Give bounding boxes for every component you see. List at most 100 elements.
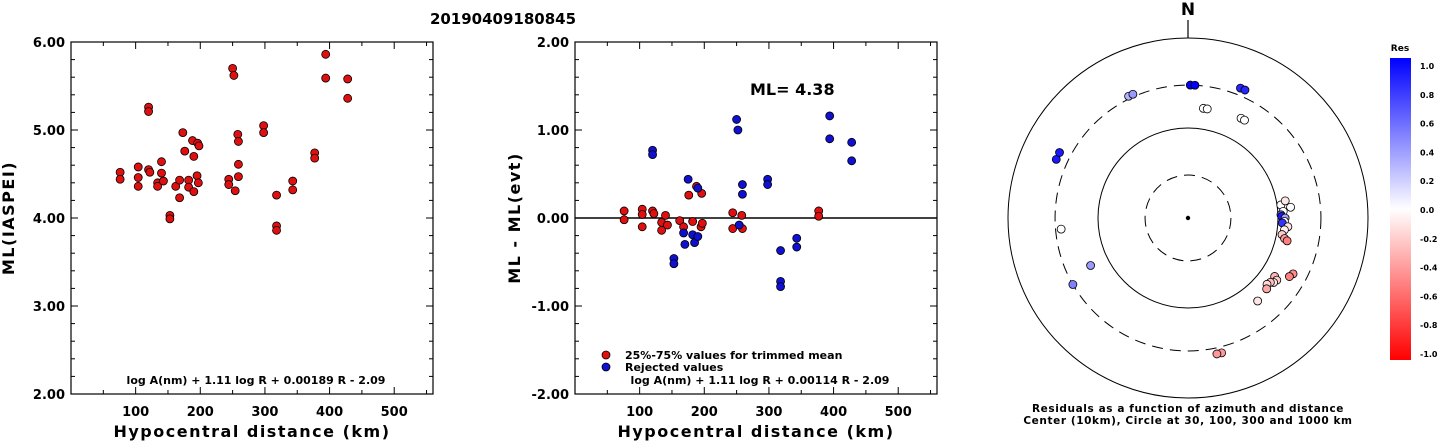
- colorbar-tick-label: -0.2: [1420, 235, 1437, 244]
- residual-plot-points: [619, 111, 857, 292]
- ml-formula: log A(nm) + 1.11 log R + 0.00189 R - 2.0…: [127, 374, 386, 387]
- trimmed-point: [619, 206, 629, 216]
- x-tick-label: 500: [885, 405, 912, 420]
- ml-plot-points: [115, 49, 353, 235]
- data-point: [194, 141, 204, 151]
- data-point: [192, 171, 202, 181]
- trimmed-point: [814, 211, 824, 221]
- data-point: [343, 93, 353, 103]
- x-tick-label: 300: [755, 405, 782, 420]
- trimmed-point: [661, 210, 670, 220]
- data-point: [115, 174, 125, 184]
- colorbar-tick-label: -0.8: [1420, 321, 1437, 330]
- rejected-point: [648, 150, 657, 160]
- x-tick-label: 400: [316, 405, 343, 420]
- data-point: [189, 187, 199, 197]
- rejected-point: [776, 246, 785, 255]
- legend-marker-trimmed: [601, 350, 611, 360]
- y-tick-label: -2.00: [532, 388, 569, 403]
- colorbar-tick-label: 0.2: [1420, 177, 1434, 186]
- figure-title: 20190409180845: [430, 10, 576, 28]
- azimuth-point: [1056, 224, 1066, 234]
- data-point: [321, 49, 331, 59]
- colorbar-tick-label: 0.6: [1420, 120, 1435, 129]
- x-tick-label: 500: [381, 405, 408, 420]
- azimuth-point: [1055, 148, 1064, 157]
- data-point: [133, 181, 143, 191]
- caption-line-1: Residuals as a function of azimuth and d…: [1032, 403, 1344, 415]
- rejected-point: [734, 220, 744, 230]
- rejected-point: [776, 282, 785, 292]
- ml-plot-ticks: 100 200 300 400 500 2.00 3.00 4.00 5.00 6.00: [33, 36, 433, 420]
- x-tick-label: 200: [187, 405, 214, 420]
- colorbar-tick-label: 0.0: [1420, 206, 1435, 215]
- y-tick-label: 3.00: [33, 300, 65, 315]
- trimmed-point: [728, 208, 738, 218]
- azimuth-point: [1190, 80, 1200, 90]
- azimuth-point: [1240, 115, 1249, 125]
- ml-event-annotation: ML= 4.38: [750, 80, 835, 99]
- azimuth-point: [1282, 236, 1292, 246]
- ring-30km: [1144, 174, 1232, 262]
- colorbar-tick-label: 0.8: [1420, 91, 1435, 100]
- rejected-point: [679, 228, 688, 238]
- data-point: [310, 153, 320, 163]
- azimuth-point: [1128, 89, 1138, 99]
- data-point: [321, 73, 331, 83]
- trimmed-point: [684, 190, 694, 200]
- y-tick-label: 6.00: [33, 36, 65, 51]
- rejected-point: [738, 180, 747, 189]
- rejected-point: [763, 180, 773, 189]
- residual-formula: log A(nm) + 1.11 log R + 0.00114 R - 2.0…: [631, 374, 890, 387]
- azimuth-point: [1286, 202, 1295, 212]
- data-point: [228, 64, 238, 73]
- rejected-point: [738, 189, 747, 199]
- north-label: N: [1181, 0, 1195, 20]
- rejected-point: [825, 134, 835, 144]
- rejected-point: [693, 232, 703, 241]
- data-point: [153, 181, 163, 191]
- rejected-point: [693, 183, 703, 193]
- ml-y-axis-label: ML(IASPEI): [0, 161, 18, 275]
- rejected-point: [680, 239, 690, 249]
- data-point: [175, 175, 185, 185]
- data-point: [144, 107, 153, 116]
- data-point: [259, 128, 269, 138]
- data-point: [193, 178, 203, 188]
- colorbar-tick-label: -1.0: [1420, 350, 1437, 359]
- x-tick-label: 200: [691, 405, 718, 420]
- data-point: [234, 137, 243, 146]
- data-point: [165, 214, 175, 224]
- data-point: [159, 176, 168, 186]
- trimmed-point: [675, 216, 685, 226]
- rejected-point: [792, 233, 802, 243]
- azimuth-point: [1262, 284, 1272, 294]
- legend-label-rejected: Rejected values: [625, 361, 724, 374]
- rejected-point: [847, 137, 857, 147]
- y-tick-label: 4.00: [33, 212, 65, 227]
- y-tick-label: 1.00: [537, 124, 569, 139]
- colorbar-gradient: [1390, 58, 1411, 360]
- ml-x-axis-label: Hypocentral distance (km): [113, 422, 390, 441]
- azimuth-point: [1086, 261, 1095, 270]
- data-point: [133, 173, 143, 182]
- residual-y-axis-label: ML - ML(evt): [505, 152, 524, 284]
- colorbar-tick-label: -0.6: [1420, 292, 1437, 301]
- data-point: [234, 172, 243, 182]
- center-dot: [1185, 215, 1191, 221]
- rejected-point: [732, 115, 742, 124]
- azimuth-point: [1285, 272, 1294, 281]
- ml-plot-frame: [70, 41, 434, 395]
- x-tick-label: 100: [626, 405, 653, 420]
- trimmed-point: [637, 210, 647, 219]
- residual-colorbar: Res 1.0 0.8 0.6 0.4 0.2 0.0 -0.2 -0.4 -0.6 -0.8 -1…: [1390, 44, 1437, 360]
- x-tick-label: 400: [820, 405, 847, 420]
- x-tick-label: 300: [251, 405, 278, 420]
- y-tick-label: 2.00: [33, 388, 65, 403]
- rejected-point: [792, 242, 802, 252]
- colorbar-ticks: 1.0 0.8 0.6 0.4 0.2 0.0 -0.2 -0.4 -0.6 -0.8 -1.0: [1420, 62, 1437, 359]
- azimuth-residual-panel: N Residuals as a function of azimuth and…: [1007, 0, 1369, 427]
- residual-vs-distance-panel: 100 200 300 400 500 -2.00 -1.00 0.00 1.00 2.00 ML…: [505, 36, 938, 441]
- data-point: [180, 146, 190, 156]
